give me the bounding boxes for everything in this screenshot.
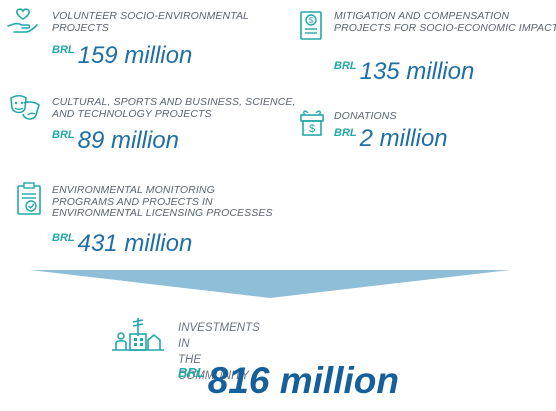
total-category-label: INVESTMENTS IN THE COMMUNITY <box>178 320 260 384</box>
total-amount: BRL816 million <box>178 360 399 402</box>
amount-value: 135 million <box>359 58 475 85</box>
category-line: THE COMMUNITY <box>178 354 249 382</box>
currency-label: BRL <box>178 365 205 380</box>
amount-value: 89 million <box>77 127 179 154</box>
category-line: VOLUNTEER SOCIO-ENVIRONMENTAL <box>52 10 249 22</box>
category-line: AND TECHNOLOGY PROJECTS <box>52 107 212 120</box>
currency-label: BRL <box>52 129 75 141</box>
category-label: MITIGATION AND COMPENSATION PROJECTS FOR… <box>334 10 556 34</box>
category-line: MITIGATION AND COMPENSATION <box>334 10 510 22</box>
hand-heart-icon <box>7 8 38 33</box>
theater-masks-icon <box>10 94 40 120</box>
amount-value: 2 million <box>359 125 448 152</box>
amount: BRL 159 million <box>52 42 192 70</box>
category-line: PROGRAMS AND PROJECTS IN <box>52 195 213 208</box>
community-buildings-icon <box>112 318 164 351</box>
amount-value: 431 million <box>77 230 193 257</box>
money-document-icon: $ <box>300 11 322 40</box>
currency-label: BRL <box>52 44 75 56</box>
category-line: PROJECTS FOR SOCIO-ECONOMIC IMPACTS <box>334 21 556 34</box>
amount: BRL 89 million <box>52 127 179 155</box>
category-line: DONATIONS <box>334 110 397 122</box>
total-amount-value: 816 million <box>207 360 399 401</box>
category-line: ENVIRONMENTAL MONITORING <box>52 184 215 196</box>
amount: BRL 135 million <box>334 58 474 86</box>
svg-text:$: $ <box>309 16 314 25</box>
category-label: ENVIRONMENTAL MONITORING PROGRAMS AND PR… <box>52 184 273 220</box>
currency-label: BRL <box>334 127 357 139</box>
category-label: CULTURAL, SPORTS AND BUSINESS, SCIENCE, … <box>52 96 296 120</box>
category-label: DONATIONS <box>334 110 397 123</box>
category-line: INVESTMENTS IN <box>178 322 260 350</box>
amount-value: 159 million <box>77 42 193 69</box>
clipboard-check-icon <box>17 182 41 215</box>
category-line: ENVIRONMENTAL LICENSING PROCESSES <box>52 207 273 219</box>
category-label: VOLUNTEER SOCIO-ENVIRONMENTAL PROJECTS <box>52 10 249 34</box>
gift-dollar-icon: $ <box>300 110 324 136</box>
category-line: PROJECTS <box>52 21 109 34</box>
amount: BRL 2 million <box>334 125 448 153</box>
category-line: CULTURAL, SPORTS AND BUSINESS, SCIENCE, <box>52 96 296 108</box>
amount: BRL 431 million <box>52 230 192 258</box>
down-arrow-banner <box>30 270 510 298</box>
currency-label: BRL <box>334 60 357 72</box>
svg-text:$: $ <box>309 123 315 135</box>
currency-label: BRL <box>52 232 75 244</box>
